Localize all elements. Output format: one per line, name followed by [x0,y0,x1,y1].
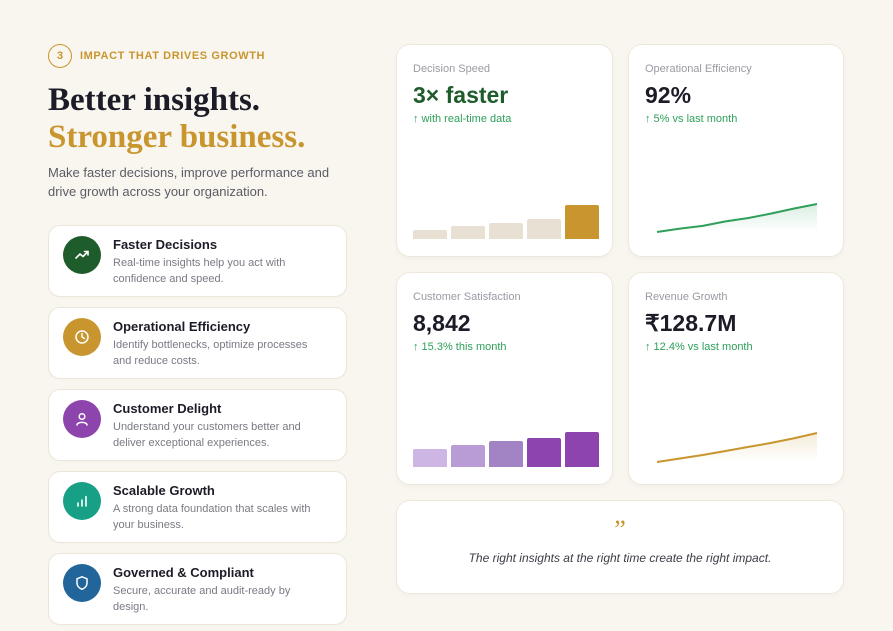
metric-card-operational-efficiency: Operational Efficiency 92% ↑ 5% vs last … [628,44,844,257]
feature-card-governed-compliant[interactable]: Governed & Compliant Secure, accurate an… [48,553,347,625]
chart-bar [565,432,599,467]
metric-value: 92% [645,82,692,108]
feature-title: Customer Delight [113,401,222,416]
metric-title: Operational Efficiency [645,63,752,75]
trend-area [657,204,817,232]
feature-description: Real-time insights help you act with con… [113,257,286,285]
chart-bar [413,230,447,239]
user-icon [63,400,101,438]
metric-delta: ↑ 15.3% this month [413,341,507,353]
metric-title: Decision Speed [413,63,491,75]
section-eyebrow: IMPACT THAT DRIVES GROWTH [80,50,266,62]
metric-delta: ↑ 5% vs last month [645,113,738,125]
chart-bar [527,219,561,239]
metric-title: Revenue Growth [645,291,728,303]
trend-line [656,432,818,463]
metric-card-revenue-growth: Revenue Growth ₹128.7M ↑ 12.4% vs last m… [628,272,844,485]
shield-icon [63,564,101,602]
metric-delta: ↑ with real-time data [413,113,512,125]
metric-value: 3× faster [413,82,509,108]
bar-chart-icon [63,482,101,520]
chart-bar [489,223,523,239]
chart-bar [451,445,485,467]
feature-list: Faster Decisions Real-time insights help… [48,225,347,631]
feature-title: Faster Decisions [113,237,218,252]
quote-card: ” The right insights at the right time c… [396,500,844,594]
feature-title: Operational Efficiency [113,319,251,334]
feature-card-customer-delight[interactable]: Customer Delight Understand your custome… [48,389,347,461]
metric-card-customer-satisfaction: Customer Satisfaction 8,842 ↑ 15.3% this… [396,272,613,485]
chart-bar [413,449,447,467]
feature-description: Understand your customers better and del… [113,421,301,449]
quote-mark-icon: ” [614,515,626,544]
decision-speed-bar-chart [413,205,599,239]
section-step: 3 IMPACT THAT DRIVES GROWTH [48,44,265,68]
metric-value: 8,842 [413,310,471,336]
revenue-trend-sparkline [656,432,818,463]
headline-line-1: Better insights. [48,82,261,118]
metric-value: ₹128.7M [645,310,737,336]
trend-area [657,433,817,462]
feature-description: Identify bottlenecks, optimize processes… [113,339,308,367]
chart-bar [565,205,599,239]
lead-paragraph: Make faster decisions, improve performan… [48,165,330,199]
feature-description: Secure, accurate and audit-ready by desi… [113,585,291,613]
clock-icon [63,318,101,356]
chart-bar [489,441,523,467]
trending-up-icon [63,236,101,274]
quote-text: The right insights at the right time cre… [468,551,772,565]
efficiency-trend-sparkline [656,203,818,233]
step-number-badge: 3 [48,44,72,68]
feature-card-scalable-growth[interactable]: Scalable Growth A strong data foundation… [48,471,347,543]
trend-line [656,203,818,233]
feature-title: Governed & Compliant [113,565,254,580]
feature-description: A strong data foundation that scales wit… [113,503,311,531]
feature-card-operational-efficiency[interactable]: Operational Efficiency Identify bottlene… [48,307,347,379]
metric-title: Customer Satisfaction [413,291,521,303]
chart-bar [451,226,485,239]
chart-bar [527,438,561,467]
feature-card-faster-decisions[interactable]: Faster Decisions Real-time insights help… [48,225,347,297]
feature-title: Scalable Growth [113,483,215,498]
page-title: Better insights. Stronger business. [48,82,305,156]
satisfaction-bar-chart [413,432,599,467]
metric-card-decision-speed: Decision Speed 3× faster ↑ with real-tim… [396,44,613,257]
headline-line-2: Stronger business. [48,119,306,155]
metric-delta: ↑ 12.4% vs last month [645,341,753,353]
